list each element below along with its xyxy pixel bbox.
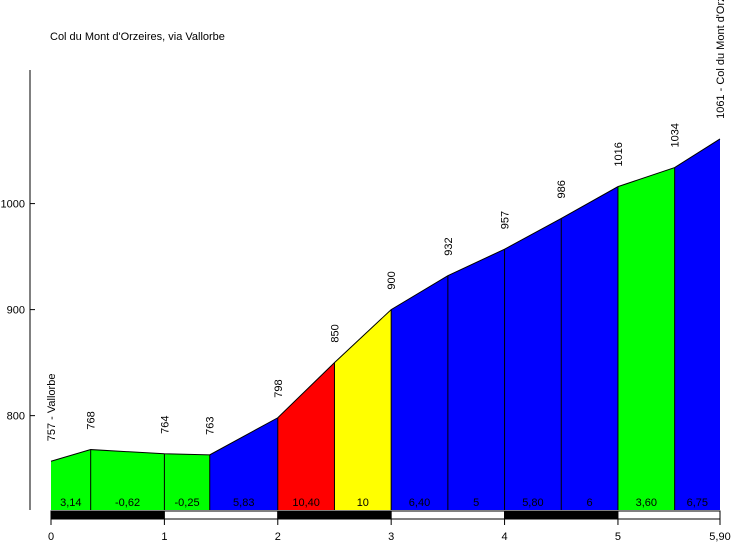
point-label: 986 <box>556 180 568 198</box>
point-label: 1034 <box>670 123 682 147</box>
km-bar <box>617 510 721 520</box>
point-label: 900 <box>386 271 398 289</box>
gradient-label: 5 <box>473 497 479 509</box>
y-tick-label: 900 <box>7 305 25 317</box>
profile-line <box>50 138 721 462</box>
gradient-label: 3,60 <box>636 497 657 509</box>
x-tick-label: 1 <box>161 531 167 543</box>
y-tick-label: 1000 <box>1 199 25 211</box>
segment <box>334 309 392 510</box>
km-bar <box>504 510 619 520</box>
segment <box>164 453 210 510</box>
point-label: 932 <box>443 237 455 255</box>
segment <box>277 362 335 510</box>
segment <box>617 167 675 510</box>
chart-title: Col du Mont d'Orzeires, via Vallorbe <box>50 31 225 43</box>
gradient-label: 5,80 <box>522 497 543 509</box>
km-bar <box>50 510 165 520</box>
point-label: 1061 - Col du Mont d'Orzeires <box>715 0 727 119</box>
gradient-label: 5,83 <box>233 497 254 509</box>
gradient-label: -0,25 <box>175 497 200 509</box>
gradient-label: 6,75 <box>687 497 708 509</box>
segment <box>447 249 505 510</box>
segment <box>51 449 91 510</box>
point-label: 850 <box>329 324 341 342</box>
gradient-label: -0,62 <box>115 497 140 509</box>
segment <box>90 449 165 510</box>
gradient-label: 6 <box>587 497 593 509</box>
gradient-label: 10,40 <box>292 497 320 509</box>
gradient-label: 3,14 <box>60 497 81 509</box>
point-label: 798 <box>273 379 285 397</box>
km-bar <box>390 510 506 520</box>
x-tick-label: 2 <box>275 531 281 543</box>
km-bar <box>277 510 392 520</box>
point-label: 757 - Vallorbe <box>46 374 58 442</box>
point-label: 1016 <box>613 142 625 166</box>
x-tick-label: 5 <box>615 531 621 543</box>
x-tick-label: 3 <box>388 531 394 543</box>
segment <box>561 186 618 510</box>
point-label: 768 <box>86 411 98 429</box>
point-label: 957 <box>500 211 512 229</box>
gradient-label: 6,40 <box>409 497 430 509</box>
segment <box>674 138 720 511</box>
point-label: 764 <box>159 415 171 433</box>
y-tick-label: 800 <box>7 411 25 423</box>
segment <box>209 417 278 510</box>
x-tick-label: 0 <box>48 531 54 543</box>
x-tick-label: 4 <box>501 531 507 543</box>
segment <box>504 218 562 511</box>
gradient-label: 10 <box>357 497 369 509</box>
segment <box>391 275 448 510</box>
km-bar <box>163 510 279 520</box>
x-tick-label: 5,90 <box>709 531 730 543</box>
point-label: 763 <box>205 417 217 435</box>
